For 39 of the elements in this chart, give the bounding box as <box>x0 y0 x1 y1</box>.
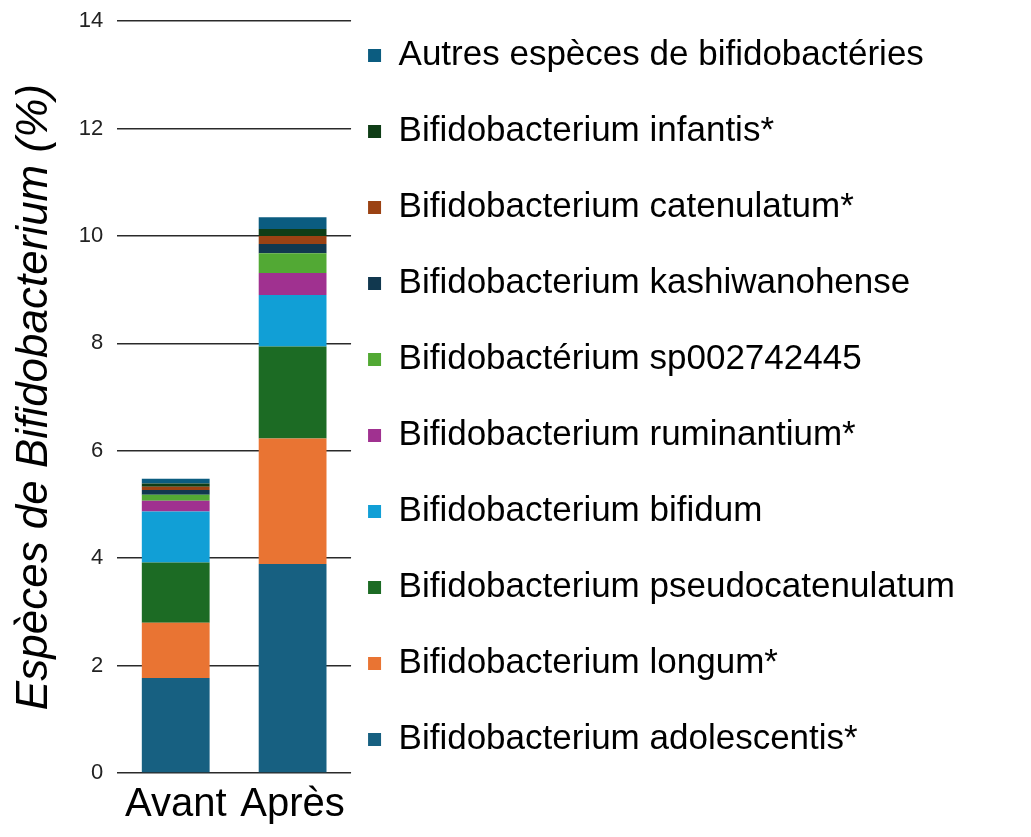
legend-label: Bifidobacterium kashiwanohense <box>398 261 911 301</box>
y-axis-title: Espèces de Bifidobacterium (%) <box>6 84 56 711</box>
bar <box>258 295 327 347</box>
y-tick-label: 10 <box>78 222 104 248</box>
bar <box>141 478 210 484</box>
bar <box>141 490 210 495</box>
bar <box>258 253 327 274</box>
bar <box>141 494 210 501</box>
bar <box>141 562 210 623</box>
bar <box>141 622 210 678</box>
y-tick-label: 12 <box>78 114 104 140</box>
bar <box>141 500 210 512</box>
y-tick-label: 14 <box>78 7 104 33</box>
legend-label: Bifidobacterium longum* <box>398 641 779 681</box>
legend-label: Bifidobacterium pseudocatenulatum <box>398 565 956 605</box>
legend-label: Bifidobactérium sp002742445 <box>398 337 862 377</box>
legend-label: Bifidobacterium ruminantium* <box>398 413 857 453</box>
bar <box>258 273 327 296</box>
legend-label: Bifidobacterium infantis* <box>398 109 775 149</box>
legend-label: Bifidobacterium bifidum <box>398 489 763 529</box>
bar <box>258 346 327 439</box>
y-tick-label: 0 <box>91 759 104 785</box>
bar <box>258 244 327 254</box>
bar <box>258 438 327 565</box>
legend-label: Autres espèces de bifidobactéries <box>398 33 924 73</box>
bar <box>141 677 210 773</box>
bar <box>258 236 327 245</box>
y-tick-label: 8 <box>91 329 104 355</box>
bar <box>258 217 327 230</box>
bar <box>141 511 210 563</box>
legend-label: Bifidobacterium catenulatum* <box>398 185 855 225</box>
x-tick-label: Après <box>240 780 345 825</box>
bar <box>258 229 327 236</box>
x-tick-label: Avant <box>124 780 227 825</box>
bar <box>258 564 327 773</box>
legend-label: Bifidobacterium adolescentis* <box>398 717 859 757</box>
y-tick-label: 6 <box>91 436 104 462</box>
y-tick-label: 4 <box>91 544 104 570</box>
y-tick-label: 2 <box>91 651 104 677</box>
